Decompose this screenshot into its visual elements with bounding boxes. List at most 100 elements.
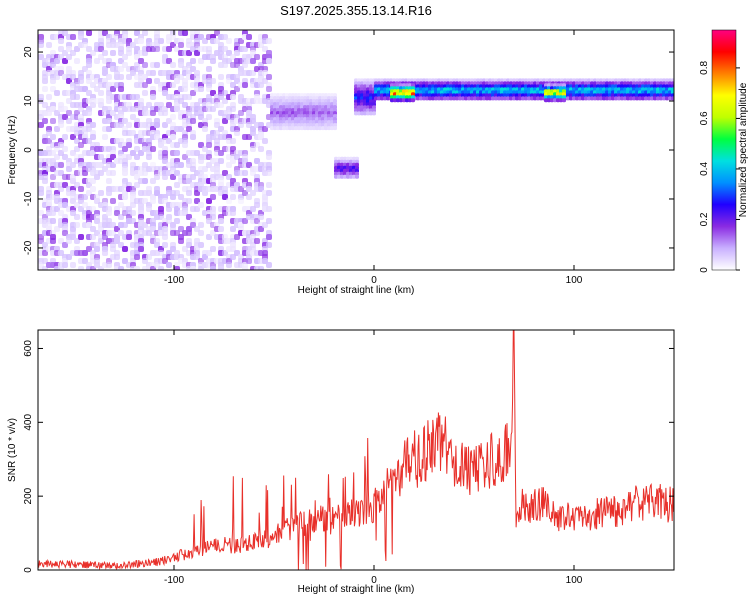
heatmap-cell [590, 87, 594, 92]
heatmap-cell [94, 246, 100, 252]
heatmap-cell [294, 117, 298, 122]
heatmap-cell [38, 210, 44, 216]
heatmap-cell [452, 87, 456, 92]
heatmap-cell [650, 96, 654, 101]
heatmap-cell [536, 96, 540, 101]
heatmap-cell [234, 154, 240, 160]
heatmap-cell [593, 81, 597, 86]
heatmap-cell [330, 120, 334, 125]
heatmap-cell [50, 106, 56, 112]
heatmap-cell [354, 84, 358, 89]
heatmap-cell [599, 81, 603, 86]
heatmap-cell [608, 81, 612, 86]
heatmap-cell [178, 74, 184, 80]
heatmap-cell [402, 95, 406, 100]
heatmap-cell [210, 90, 216, 96]
heatmap-cell [206, 86, 212, 92]
heatmap-cell [562, 98, 566, 103]
heatmap-cell [42, 258, 48, 264]
heatmap-cell [230, 210, 236, 216]
heatmap-cell [334, 162, 338, 167]
heatmap-cell [544, 98, 548, 103]
heatmap-cell [50, 86, 56, 92]
heatmap-cell [288, 126, 292, 131]
heatmap-cell [300, 93, 304, 98]
heatmap-cell [122, 222, 128, 228]
heatmap-cell [360, 78, 364, 83]
heatmap-cell [611, 78, 615, 83]
heatmap-cell [455, 78, 459, 83]
heatmap-cell [533, 93, 537, 98]
heatmap-cell [605, 90, 609, 95]
heatmap-cell [550, 86, 554, 91]
heatmap-cell [315, 123, 319, 128]
heatmap-cell [575, 78, 579, 83]
heatmap-cell [419, 90, 423, 95]
heatmap-cell [389, 78, 393, 83]
snr-y-tick-label: 0 [23, 567, 34, 573]
heatmap-cell [297, 105, 301, 110]
heatmap-cell [333, 111, 337, 116]
heatmap-cell [242, 46, 248, 52]
heatmap-cell [635, 81, 639, 86]
heatmap-cell [363, 93, 367, 98]
heatmap-cell [279, 120, 283, 125]
heatmap-cell [321, 102, 325, 107]
heatmap-cell [488, 87, 492, 92]
heatmap-cell [411, 83, 415, 88]
heatmap-cell [262, 126, 268, 132]
heatmap-cell [303, 120, 307, 125]
heatmap-cell [50, 166, 56, 172]
heatmap-cell [422, 87, 426, 92]
heatmap-cell [422, 93, 426, 98]
heatmap-cell [297, 102, 301, 107]
heatmap-cell [190, 222, 196, 228]
heatmap-cell [279, 114, 283, 119]
heatmap-cell [446, 93, 450, 98]
heatmap-cell [234, 250, 240, 256]
heatmap-cell [82, 42, 88, 48]
heatmap-cell [230, 254, 236, 260]
heatmap-cell [608, 87, 612, 92]
heatmap-cell [602, 87, 606, 92]
heatmap-cell [182, 30, 188, 36]
heatmap-cell [270, 93, 274, 98]
heatmap-cell [202, 254, 208, 260]
heatmap-cell [366, 102, 370, 107]
heatmap-cell [321, 123, 325, 128]
heatmap-cell [273, 105, 277, 110]
snr-series-line [38, 330, 674, 570]
heatmap-cell [250, 190, 256, 196]
heatmap-cell [46, 42, 52, 48]
heatmap-cell [288, 120, 292, 125]
heatmap-cell [611, 93, 615, 98]
heatmap-cell [78, 234, 84, 240]
heatmap-cell [146, 254, 152, 260]
heatmap-cell [62, 242, 68, 248]
heatmap-cell [437, 78, 441, 83]
heatmap-cell [186, 214, 192, 220]
heatmap-cell [443, 84, 447, 89]
heatmap-cell [605, 84, 609, 89]
heatmap-cell [162, 174, 168, 180]
heatmap-cell [324, 114, 328, 119]
heatmap-cell [279, 117, 283, 122]
heatmap-cell [602, 93, 606, 98]
heatmap-cell [434, 93, 438, 98]
heatmap-cell [380, 84, 384, 89]
heatmap-cell [360, 93, 364, 98]
heatmap-cell [154, 62, 160, 68]
heatmap-cell [254, 202, 260, 208]
heatmap-cell [297, 120, 301, 125]
heatmap-cell [422, 96, 426, 101]
heatmap-cell [357, 108, 361, 113]
heatmap-cell [226, 262, 232, 268]
heatmap-cell [530, 81, 534, 86]
heatmap-cell [393, 92, 397, 97]
heatmap-cell [533, 78, 537, 83]
heatmap-cell [566, 87, 570, 92]
heatmap-cell [656, 81, 660, 86]
heatmap-cell [318, 123, 322, 128]
heatmap-cell [620, 96, 624, 101]
